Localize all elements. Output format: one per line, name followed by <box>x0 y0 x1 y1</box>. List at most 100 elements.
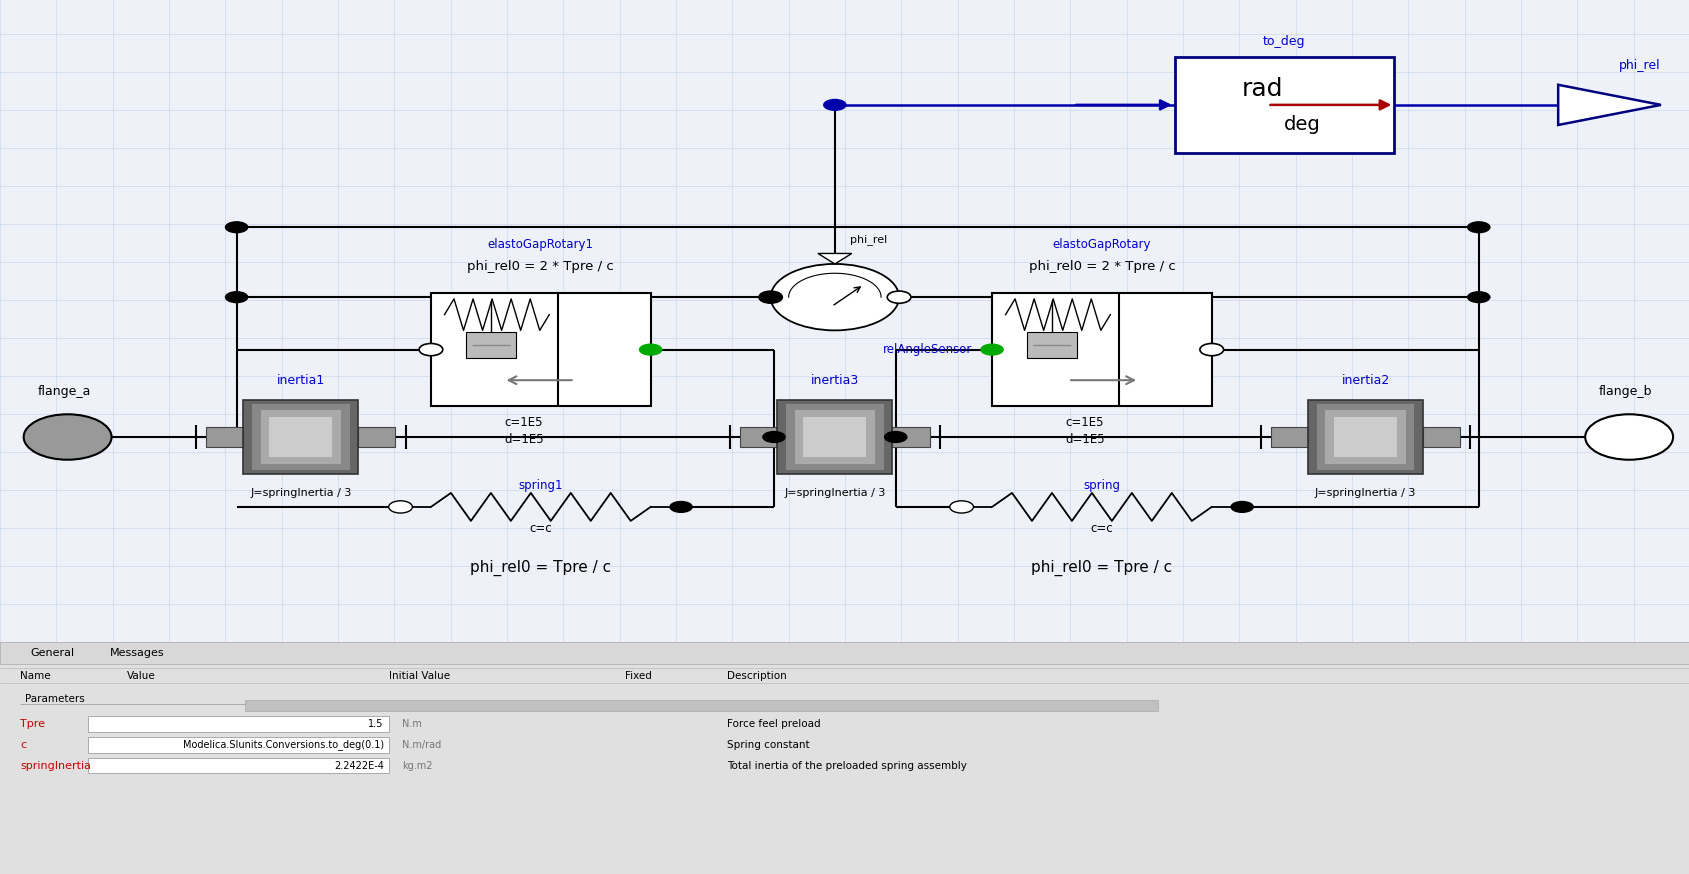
Text: inertia3: inertia3 <box>811 374 858 387</box>
Bar <box>0 642 1689 664</box>
Circle shape <box>1466 291 1490 303</box>
Text: Name: Name <box>20 671 51 682</box>
Text: Messages: Messages <box>110 649 164 658</box>
Bar <box>785 405 883 469</box>
Bar <box>88 716 388 732</box>
Text: Force feel preload: Force feel preload <box>726 718 819 729</box>
Circle shape <box>1584 414 1672 460</box>
Text: phi_rel: phi_rel <box>850 234 887 245</box>
Text: Fixed: Fixed <box>625 671 652 682</box>
Bar <box>1174 57 1393 153</box>
Text: phi_rel0 = Tpre / c: phi_rel0 = Tpre / c <box>470 560 611 576</box>
Circle shape <box>419 343 443 356</box>
Circle shape <box>388 501 412 513</box>
Text: elastoGapRotary1: elastoGapRotary1 <box>488 239 593 251</box>
Bar <box>1307 400 1422 474</box>
Text: inertia1: inertia1 <box>277 374 324 387</box>
Circle shape <box>883 431 907 443</box>
Text: Tpre: Tpre <box>20 718 46 729</box>
Text: to_deg: to_deg <box>1262 35 1306 47</box>
Bar <box>1270 427 1307 447</box>
Bar <box>991 293 1211 406</box>
Text: flange_a: flange_a <box>37 385 91 398</box>
Bar <box>243 400 358 474</box>
Text: phi_rel0 = 2 * Tpre / c: phi_rel0 = 2 * Tpre / c <box>468 260 613 273</box>
Text: Initial Value: Initial Value <box>388 671 449 682</box>
Circle shape <box>770 264 899 330</box>
Bar <box>431 293 650 406</box>
Text: 1.5: 1.5 <box>368 718 383 729</box>
Bar <box>1316 405 1414 469</box>
Circle shape <box>669 501 692 513</box>
Bar <box>206 427 243 447</box>
Bar <box>243 400 358 474</box>
Polygon shape <box>817 253 851 264</box>
Bar <box>777 400 892 474</box>
Text: c=1E5: c=1E5 <box>505 416 542 428</box>
Text: J=springInertia / 3: J=springInertia / 3 <box>784 489 885 498</box>
Text: N.m: N.m <box>402 718 422 729</box>
Circle shape <box>823 99 846 111</box>
Text: c=c: c=c <box>1089 523 1113 535</box>
Circle shape <box>887 291 910 303</box>
Circle shape <box>980 343 1003 356</box>
Polygon shape <box>1557 85 1660 125</box>
Bar <box>1307 400 1422 474</box>
Text: deg: deg <box>1284 114 1319 134</box>
Text: phi_rel0 = 2 * Tpre / c: phi_rel0 = 2 * Tpre / c <box>1029 260 1174 273</box>
Text: J=springInertia / 3: J=springInertia / 3 <box>250 489 351 498</box>
Text: springInertia: springInertia <box>20 760 91 771</box>
Text: N.m/rad: N.m/rad <box>402 739 441 750</box>
Bar <box>777 400 892 474</box>
Text: inertia2: inertia2 <box>1341 374 1388 387</box>
Text: phi_rel: phi_rel <box>1618 59 1659 72</box>
Circle shape <box>225 221 248 233</box>
Circle shape <box>638 343 662 356</box>
Text: General: General <box>30 649 74 658</box>
Text: J=springInertia / 3: J=springInertia / 3 <box>1314 489 1415 498</box>
Bar <box>1324 410 1405 464</box>
Bar <box>252 405 350 469</box>
Text: c=c: c=c <box>529 523 552 535</box>
Text: spring1: spring1 <box>519 479 562 491</box>
Bar <box>802 417 866 457</box>
Bar <box>1025 332 1078 358</box>
Text: elastoGapRotary: elastoGapRotary <box>1052 239 1150 251</box>
Text: spring: spring <box>1083 479 1120 491</box>
Text: rad: rad <box>1241 78 1282 101</box>
Text: Total inertia of the preloaded spring assembly: Total inertia of the preloaded spring as… <box>726 760 966 771</box>
Text: Spring constant: Spring constant <box>726 739 809 750</box>
Text: Description: Description <box>726 671 785 682</box>
Bar <box>794 410 875 464</box>
Bar <box>1333 417 1397 457</box>
Circle shape <box>225 291 248 303</box>
Circle shape <box>762 431 785 443</box>
Circle shape <box>1466 221 1490 233</box>
Bar <box>269 417 333 457</box>
Text: d=1E5: d=1E5 <box>503 434 544 446</box>
Text: relAngleSensor: relAngleSensor <box>883 343 971 356</box>
Bar <box>260 410 341 464</box>
Bar <box>464 332 517 358</box>
Text: c=1E5: c=1E5 <box>1066 416 1103 428</box>
Text: c: c <box>20 739 27 750</box>
Text: Value: Value <box>127 671 155 682</box>
Text: Parameters: Parameters <box>25 694 84 704</box>
Circle shape <box>24 414 111 460</box>
Circle shape <box>1199 343 1223 356</box>
Text: phi_rel0 = Tpre / c: phi_rel0 = Tpre / c <box>1030 560 1172 576</box>
Text: kg.m2: kg.m2 <box>402 760 432 771</box>
Text: 2.2422E-4: 2.2422E-4 <box>333 760 383 771</box>
Circle shape <box>1230 501 1253 513</box>
Text: d=1E5: d=1E5 <box>1064 434 1105 446</box>
Circle shape <box>949 501 973 513</box>
Bar <box>88 758 388 773</box>
Text: Modelica.SIunits.Conversions.to_deg(0.1): Modelica.SIunits.Conversions.to_deg(0.1) <box>182 739 383 750</box>
Bar <box>358 427 395 447</box>
Text: flange_b: flange_b <box>1598 385 1652 398</box>
Bar <box>245 700 1157 711</box>
Bar <box>892 427 929 447</box>
Bar <box>0 642 1689 874</box>
Bar <box>1422 427 1459 447</box>
Circle shape <box>758 291 782 303</box>
